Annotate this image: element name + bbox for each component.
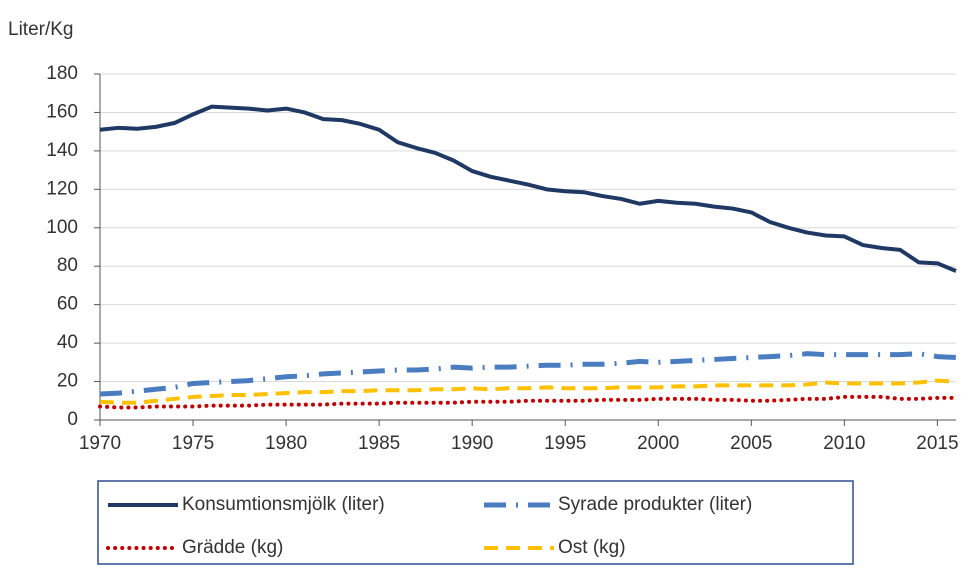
x-tick-label: 1980 <box>265 433 307 454</box>
series-line <box>98 394 958 410</box>
y-tick-label: 60 <box>57 294 78 315</box>
series-line <box>99 351 957 397</box>
legend-label: Ost (kg) <box>558 537 626 558</box>
y-tick-label: 180 <box>46 63 78 84</box>
x-tick-label: 2000 <box>637 433 679 454</box>
series-line <box>99 104 957 273</box>
y-tick-label: 160 <box>46 101 78 122</box>
y-tick-label: 20 <box>57 371 78 392</box>
legend-box <box>97 480 854 565</box>
legend-label: Syrade produkter (liter) <box>558 494 752 515</box>
x-tick-label: 2005 <box>730 433 772 454</box>
legend-label: Konsumtionsmjölk (liter) <box>182 494 385 515</box>
x-tick-label: 1985 <box>358 433 400 454</box>
x-tick-label: 1990 <box>451 433 493 454</box>
y-tick-label: 140 <box>46 140 78 161</box>
y-tick-label: 80 <box>57 255 78 276</box>
series-line <box>99 378 957 405</box>
x-tick-label: 2015 <box>916 433 958 454</box>
y-tick-label: 0 <box>67 409 78 430</box>
y-tick-label: 120 <box>46 178 78 199</box>
x-tick-label: 1970 <box>79 433 121 454</box>
x-tick-label: 2010 <box>823 433 865 454</box>
y-tick-label: 40 <box>57 332 78 353</box>
y-axis-label: Liter/Kg <box>8 19 73 40</box>
x-tick-label: 1975 <box>172 433 214 454</box>
x-tick-label: 1995 <box>544 433 586 454</box>
legend-label: Grädde (kg) <box>182 537 283 558</box>
y-tick-label: 100 <box>46 217 78 238</box>
